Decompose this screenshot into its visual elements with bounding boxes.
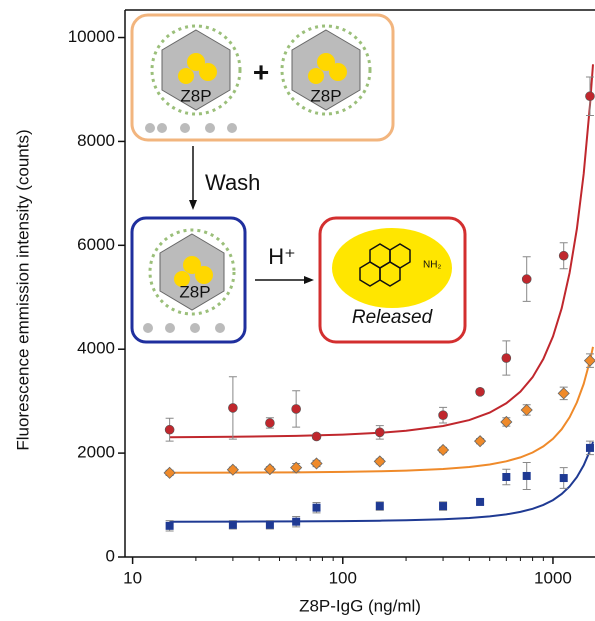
- point: [559, 474, 568, 483]
- glow: [332, 228, 452, 308]
- point: [476, 497, 485, 506]
- point: [474, 435, 487, 448]
- y-tick-label: 10000: [68, 27, 115, 46]
- point: [500, 415, 513, 429]
- arrow-head: [304, 276, 314, 284]
- point: [290, 461, 303, 474]
- x-axis-label: Z8P-IgG (ng/ml): [299, 596, 421, 615]
- y-tick-label: 8000: [77, 131, 115, 150]
- particle: [150, 24, 242, 116]
- point: [438, 410, 448, 420]
- point: [292, 517, 301, 526]
- particle-label: Z8P: [180, 86, 211, 105]
- point: [585, 443, 594, 452]
- arrow-head: [189, 200, 197, 210]
- pyrene: [359, 243, 411, 287]
- x-tick-label: 100: [329, 568, 357, 587]
- point: [312, 503, 321, 512]
- point: [502, 473, 511, 482]
- point: [310, 457, 323, 470]
- particle: [280, 24, 372, 116]
- particle: [148, 228, 236, 316]
- point: [557, 387, 570, 400]
- x-tick-label: 1000: [534, 568, 572, 587]
- point: [521, 274, 532, 284]
- point: [439, 502, 448, 511]
- x-tick-label: 10: [123, 568, 142, 587]
- point: [163, 466, 176, 479]
- point: [226, 463, 239, 476]
- surface: [145, 123, 237, 133]
- particle-label: Z8P: [310, 86, 341, 105]
- point: [373, 455, 386, 468]
- y-axis-label: Fluorescence emmission intensity (counts…: [13, 129, 32, 450]
- point: [311, 431, 322, 442]
- point: [228, 403, 238, 413]
- acid-label: H⁺: [268, 244, 296, 269]
- surface: [143, 323, 225, 333]
- plot-area: [163, 64, 595, 532]
- point: [263, 463, 276, 476]
- y-tick-label: 6000: [77, 235, 115, 254]
- wash-label: Wash: [205, 170, 260, 195]
- y-tick-label: 4000: [77, 339, 115, 358]
- point: [522, 471, 531, 480]
- point: [165, 521, 174, 530]
- point: [228, 520, 237, 529]
- inset-diagram: Z8P + Z8P Wash Z8P H⁺: [130, 13, 467, 344]
- y-tick-label: 0: [106, 546, 115, 565]
- point: [291, 404, 301, 414]
- point: [585, 91, 595, 102]
- point: [436, 443, 450, 457]
- point: [265, 520, 274, 529]
- released-label: Released: [352, 307, 434, 328]
- particle-label: Z8P: [179, 282, 210, 301]
- point: [375, 502, 384, 511]
- fit-line: [169, 64, 594, 439]
- point: [501, 353, 512, 363]
- fit-line: [169, 346, 594, 474]
- point: [520, 403, 533, 417]
- point: [558, 250, 569, 261]
- point: [583, 354, 595, 367]
- point: [374, 427, 385, 438]
- fit-line: [169, 441, 594, 523]
- point: [265, 418, 275, 428]
- axes: [124, 9, 595, 558]
- point: [164, 424, 175, 435]
- amine-label: NH₂: [423, 260, 441, 271]
- plus-sign: +: [253, 56, 269, 87]
- point: [475, 387, 485, 397]
- y-tick-label: 2000: [77, 443, 115, 462]
